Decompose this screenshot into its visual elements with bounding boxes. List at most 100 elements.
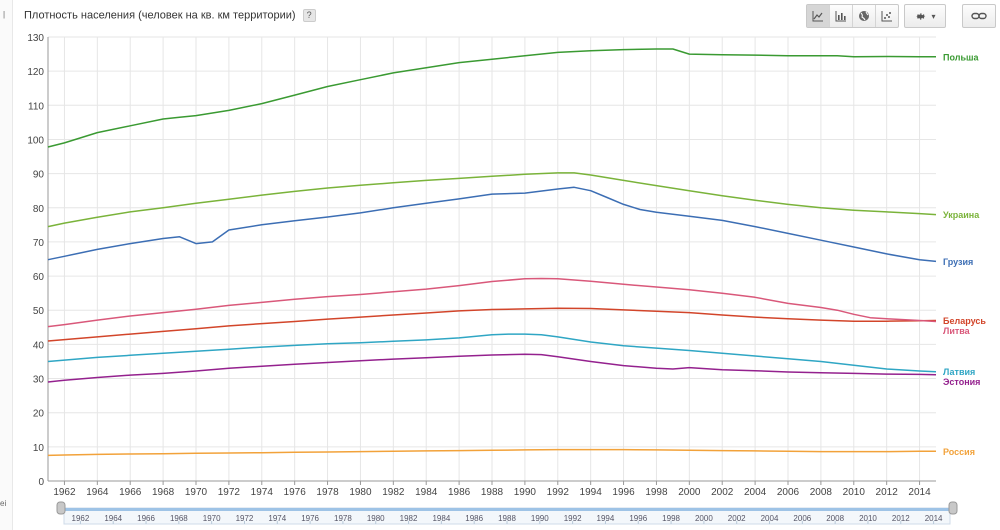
x-tick-label: 2014 [908,487,931,498]
series-line[interactable] [47,277,937,328]
series-line[interactable] [47,307,937,342]
globe-icon [859,11,869,21]
x-tick-label: 1990 [514,487,537,498]
time-slider-label: 1974 [268,514,286,523]
series-label: Грузия [943,257,973,267]
x-tick-label: 1994 [580,487,603,498]
y-tick-label: 90 [33,170,45,181]
y-tick-label: 40 [33,340,45,351]
x-tick-label: 2012 [876,487,899,498]
y-tick-label: 70 [33,238,45,249]
x-tick-label: 1964 [86,487,109,498]
series-line[interactable] [47,333,937,373]
gear-icon [916,12,926,20]
time-slider-label: 1972 [236,514,254,523]
time-slider-label: 2002 [728,514,746,523]
series-lines [47,48,937,457]
line-chart-icon [812,11,823,22]
y-tick-label: 80 [33,204,45,215]
x-tick-label: 2002 [711,487,734,498]
time-slider-handle[interactable] [948,501,958,515]
time-slider-label: 1994 [597,514,615,523]
y-tick-label: 120 [27,67,44,78]
time-slider-label: 1992 [564,514,582,523]
x-tick-label: 1996 [612,487,635,498]
series-label: Россия [943,447,975,457]
chart-title: Плотность населения (человек на кв. км т… [24,9,316,22]
time-slider-label: 1990 [531,514,549,523]
series-label: Беларусь [943,316,986,326]
time-slider-label: 1962 [72,514,90,523]
edge-mark-top: | [3,10,6,19]
series-label: Латвия [943,367,975,377]
settings-toolbar: ▾ [904,4,946,28]
series-label: Польша [943,52,979,62]
time-slider[interactable]: 1962 1964 1966 1968 1970 1972 1974 1976 1978 1980… [56,501,958,525]
x-tick-label: 1974 [251,487,274,498]
chart-title-text: Плотность населения (человек на кв. км т… [24,9,296,22]
view-toolbar [806,4,899,28]
bar-chart-view-button[interactable] [830,5,853,27]
time-slider-label: 1970 [203,514,221,523]
time-slider-label: 1986 [465,514,483,523]
y-tick-label: 60 [33,272,45,283]
time-slider-label: 1976 [301,514,319,523]
series-line[interactable] [47,353,937,383]
series-line[interactable] [47,48,936,148]
time-slider-label: 2000 [695,514,713,523]
help-button[interactable]: ? [302,9,316,22]
time-slider-label: 2006 [793,514,811,523]
x-tick-label: 1986 [448,487,471,498]
x-tick-label: 1998 [645,487,668,498]
time-slider-handle[interactable] [56,501,66,515]
link-button[interactable] [963,5,995,27]
link-toolbar [962,4,996,28]
gridlines [48,36,936,482]
y-tick-label: 20 [33,409,45,420]
map-view-button[interactable] [853,5,876,27]
series-line[interactable] [47,186,937,263]
x-axis-ticks: 1962 1964 1966 1968 1970 1972 1974 1976 1978 1980… [48,480,936,498]
x-tick-label: 1992 [547,487,570,498]
y-tick-label: 10 [33,443,45,454]
settings-button[interactable]: ▾ [905,5,945,27]
x-tick-label: 1962 [53,487,76,498]
y-tick-label: 50 [33,306,45,317]
time-slider-label: 2008 [826,514,844,523]
series-label: Украина [943,210,980,220]
edge-text: ei [0,499,7,508]
time-slider-label: 1966 [137,514,155,523]
time-slider-label: 1964 [104,514,122,523]
line-chart-view-button[interactable] [807,5,830,27]
y-tick-label: 110 [28,101,44,112]
y-axis-ticks: 0 10 20 30 40 50 60 70 80 90 100 110 120 130 [27,33,49,488]
series-line[interactable] [47,172,937,228]
time-slider-label: 1996 [629,514,647,523]
x-tick-label: 1988 [481,487,504,498]
y-tick-label: 0 [38,477,44,488]
x-tick-label: 1972 [218,487,241,498]
time-slider-label: 2012 [892,514,910,523]
x-tick-label: 2004 [744,487,767,498]
time-slider-label: 1980 [367,514,385,523]
left-panel-edge: | ei [0,0,13,530]
x-tick-label: 1982 [382,487,405,498]
settings-dropdown-arrow: ▾ [931,11,936,21]
time-slider-label: 1998 [662,514,680,523]
x-tick-label: 1970 [185,487,208,498]
y-tick-label: 100 [27,135,44,146]
scatter-chart-view-button[interactable] [876,5,898,27]
time-slider-label: 2004 [761,514,779,523]
time-slider-label: 1988 [498,514,516,523]
time-slider-label: 2014 [925,514,943,523]
series-line[interactable] [47,448,936,457]
x-tick-label: 2010 [843,487,866,498]
time-slider-label: 1968 [170,514,188,523]
time-slider-label: 1982 [400,514,418,523]
x-tick-label: 1978 [316,487,339,498]
scatter-chart-icon [881,11,892,22]
x-tick-label: 1966 [119,487,142,498]
x-tick-label: 1968 [152,487,175,498]
